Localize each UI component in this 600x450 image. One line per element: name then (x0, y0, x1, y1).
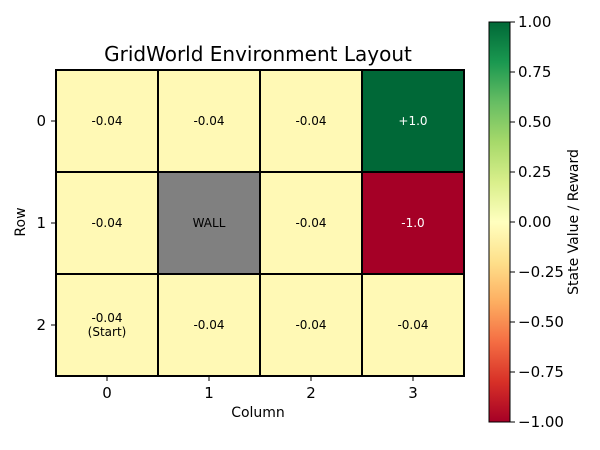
cell-label: -0.04 (295, 318, 326, 332)
y-axis-label: Row (13, 207, 29, 236)
colorbar (488, 21, 511, 423)
grid-cell (361, 69, 465, 173)
x-axis-label: Column (231, 405, 285, 421)
cell-label: -0.04 (Start) (88, 311, 127, 339)
x-axis-ticks: 0 1 2 3 (102, 376, 418, 402)
colorbar-tick-label: 0.50 (518, 113, 551, 131)
heatmap-grid: -0.04 -0.04 -0.04 +1.0 -0.04 WALL -0.04 -1.0 -0.… (55, 69, 465, 377)
x-tick-label: 0 (102, 384, 112, 402)
cell-label: -0.04 (193, 318, 224, 332)
y-tick-label: 0 (36, 112, 46, 130)
colorbar-tick-label: −0.75 (518, 363, 564, 381)
cell-label: -0.04 (295, 216, 326, 230)
cell-label: +1.0 (398, 114, 427, 128)
cell-label: WALL (193, 216, 226, 230)
wall-cell (157, 171, 261, 275)
cell-label: -0.04 (397, 318, 428, 332)
cell-label: -1.0 (401, 216, 424, 230)
y-tick-label: 2 (36, 316, 46, 334)
colorbar-tick-label: 0.00 (518, 213, 551, 231)
colorbar-ticks: 1.00 0.75 0.50 0.25 0.00 −0.25 −0.50 −0.75 −1.00 (510, 13, 564, 431)
cell-label: -0.04 (91, 114, 122, 128)
colorbar-label: State Value / Reward (566, 149, 582, 295)
colorbar-tick-label: 0.25 (518, 163, 551, 181)
x-tick-label: 3 (408, 384, 418, 402)
grid-cell (361, 171, 465, 275)
grid-cell (157, 69, 261, 173)
cell-label: -0.04 (91, 216, 122, 230)
grid-cell (361, 273, 465, 377)
colorbar-tick-label: −0.50 (518, 313, 564, 331)
cell-label: -0.04 (193, 114, 224, 128)
colorbar-tick-label: −0.25 (518, 263, 564, 281)
grid-cell (259, 69, 363, 173)
grid-cell (157, 273, 261, 377)
cell-label: -0.04 (295, 114, 326, 128)
y-axis-ticks: 0 1 2 (36, 112, 56, 334)
colorbar-tick-label: 1.00 (518, 13, 551, 31)
y-tick-label: 1 (36, 214, 46, 232)
x-tick-label: 1 (204, 384, 214, 402)
chart-title: GridWorld Environment Layout (104, 42, 412, 66)
colorbar-tick-label: 0.75 (518, 63, 551, 81)
colorbar-tick-label: −1.00 (518, 413, 564, 431)
x-tick-label: 2 (306, 384, 316, 402)
grid-cell (55, 69, 159, 173)
